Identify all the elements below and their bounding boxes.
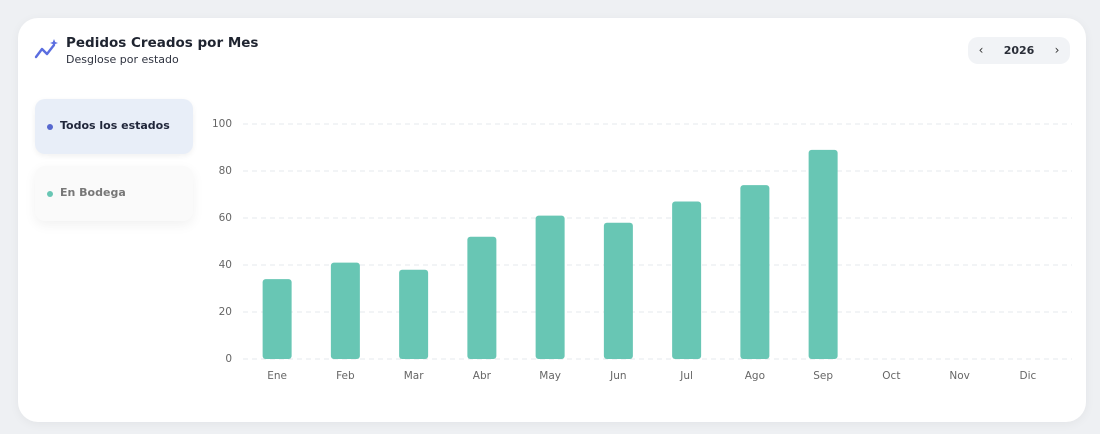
year-picker: ‹ 2026 › [968, 37, 1070, 64]
x-tick-label: Oct [882, 370, 900, 382]
x-tick-label: Sep [813, 370, 833, 382]
bar [262, 279, 292, 359]
x-tick-label: Nov [949, 370, 970, 382]
title: Pedidos Creados por Mes [66, 35, 259, 51]
x-tick-label: Abr [473, 370, 492, 382]
x-tick-label: Ago [745, 370, 765, 382]
prev-year[interactable]: ‹ [978, 43, 984, 57]
bar [740, 185, 770, 359]
bar [399, 269, 429, 359]
x-tick-label: Jul [679, 370, 693, 382]
subtitle: Desglose por estado [66, 53, 179, 66]
filter-label: En Bodega [60, 186, 126, 199]
filter-label: Todos los estados [60, 119, 170, 132]
chart-icon [34, 39, 58, 59]
filter-button[interactable]: En Bodega [35, 166, 193, 221]
x-tick-label: Feb [336, 370, 355, 382]
bar [603, 222, 633, 359]
next-year[interactable]: › [1054, 43, 1060, 57]
dot [47, 191, 53, 197]
bar [330, 262, 360, 359]
x-tick-label: Dic [1019, 370, 1036, 382]
y-tick-label: 80 [219, 165, 232, 177]
x-tick-label: Mar [404, 370, 424, 382]
filter-button[interactable]: Todos los estados [35, 99, 193, 154]
y-tick-label: 100 [212, 118, 232, 130]
y-tick-label: 40 [219, 259, 232, 271]
bar [467, 236, 497, 359]
x-tick-label: Ene [267, 370, 287, 382]
y-tick-label: 20 [219, 306, 232, 318]
bar [808, 149, 838, 359]
y-tick-label: 0 [225, 353, 232, 365]
bar [672, 201, 702, 359]
y-tick-label: 60 [219, 212, 232, 224]
year: 2026 [1003, 44, 1035, 57]
bar [535, 215, 565, 359]
x-tick-label: Jun [609, 370, 626, 382]
x-tick-label: May [539, 370, 561, 382]
dot [47, 124, 53, 130]
